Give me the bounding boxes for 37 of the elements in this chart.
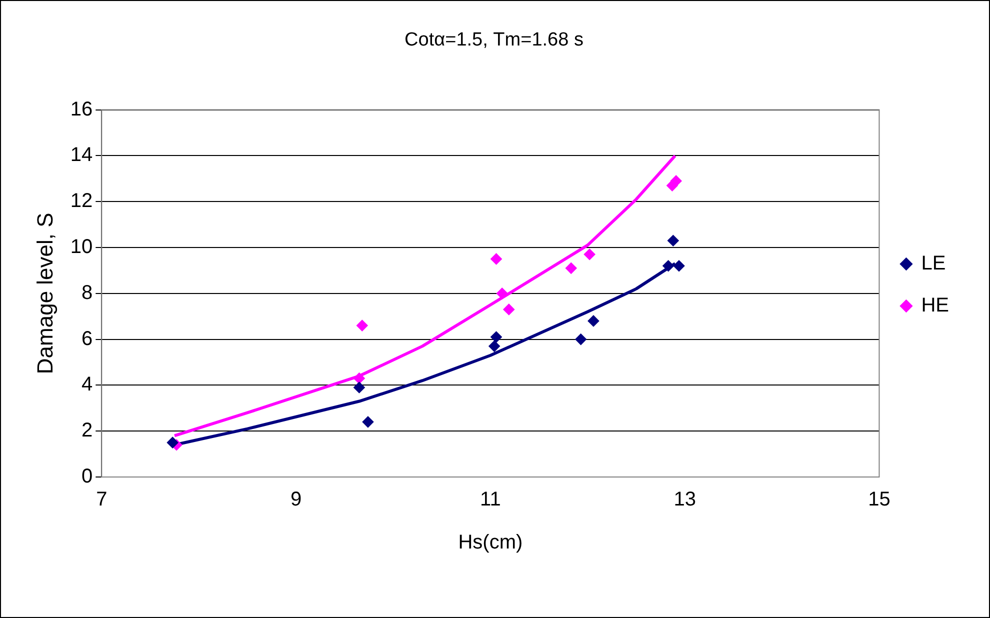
point (584, 248, 596, 260)
point (662, 260, 674, 272)
y-tick-label: 2 (82, 420, 93, 442)
y-tick-label: 14 (70, 144, 93, 166)
legend-label: LE (921, 252, 946, 275)
point (565, 262, 577, 274)
x-tick-label: 11 (480, 488, 501, 511)
y-tick-label: 8 (82, 282, 93, 304)
x-axis-title: Hs(cm) (458, 532, 523, 554)
point (356, 320, 368, 332)
x-tick-label: 15 (868, 488, 890, 511)
point (588, 315, 600, 327)
point (488, 340, 500, 352)
chart-title: Cotα=1.5, Tm=1.68 s (404, 30, 584, 51)
point (575, 334, 586, 345)
y-tick-label: 0 (82, 466, 93, 488)
point (496, 288, 508, 300)
y-tick-label: 6 (82, 328, 93, 350)
x-tick-label: 9 (290, 488, 302, 511)
x-tick-label: 13 (674, 488, 696, 511)
point (673, 260, 685, 272)
point (668, 234, 679, 246)
legend-label: HE (921, 294, 950, 317)
y-tick-label: 12 (70, 190, 93, 212)
y-axis-title: Damage level, S (32, 212, 58, 374)
point (490, 253, 502, 265)
y-tick-label: 4 (82, 374, 93, 396)
point (362, 416, 374, 428)
x-tick-label: 7 (96, 488, 108, 511)
y-tick-label: 10 (70, 236, 93, 258)
point (354, 372, 365, 384)
point (503, 304, 515, 316)
point (670, 175, 682, 187)
point (354, 382, 365, 394)
point (166, 436, 178, 448)
y-tick-label: 16 (70, 98, 93, 120)
point (490, 331, 502, 343)
